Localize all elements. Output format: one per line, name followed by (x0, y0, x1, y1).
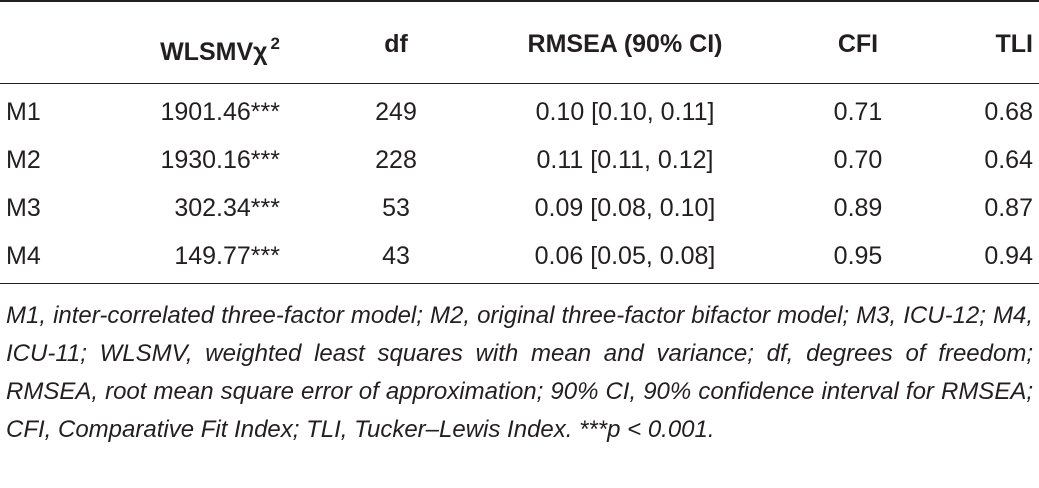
cell-model: M4 (6, 242, 41, 270)
cell-tli: 0.68 (984, 98, 1033, 126)
table-header-row: WLSMVχ 2 df RMSEA (90% CI) CFI TLI (0, 19, 1039, 69)
table-row: M4 149.77*** 43 0.06 [0.05, 0.08] 0.95 0… (0, 231, 1039, 281)
cell-model: M1 (6, 98, 41, 126)
table-footnote: M1, inter-correlated three-factor model;… (6, 302, 1033, 443)
table-bottom-rule (0, 283, 1039, 284)
table-header-rule (0, 83, 1039, 84)
cell-chi-square: 1901.46*** (160, 98, 280, 126)
table-row: M3 302.34*** 53 0.09 [0.08, 0.10] 0.89 0… (0, 183, 1039, 233)
cell-model: M2 (6, 146, 41, 174)
table-row: M2 1930.16*** 228 0.11 [0.11, 0.12] 0.70… (0, 135, 1039, 185)
cell-tli: 0.87 (984, 194, 1033, 222)
header-chi-square: WLSMVχ 2 (160, 34, 280, 66)
cell-chi-square: 1930.16*** (160, 146, 280, 174)
cell-chi-square: 149.77*** (174, 242, 280, 270)
header-tli: TLI (995, 30, 1034, 58)
cell-chi-square: 302.34*** (174, 194, 280, 222)
table-row: M1 1901.46*** 249 0.10 [0.10, 0.11] 0.71… (0, 87, 1039, 137)
table-top-rule (0, 0, 1039, 2)
cell-tli: 0.64 (984, 146, 1033, 174)
cell-tli: 0.94 (984, 242, 1033, 270)
cell-model: M3 (6, 194, 41, 222)
